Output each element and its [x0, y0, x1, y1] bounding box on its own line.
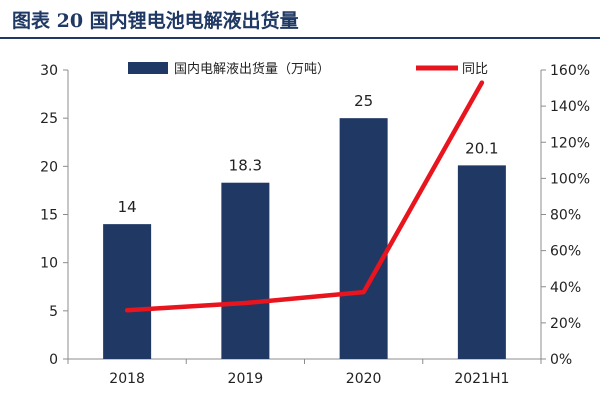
bar-data-label: 20.1 [465, 139, 498, 157]
yoy-point-2021H1 [479, 80, 484, 85]
right-tick-label: 140% [550, 99, 590, 115]
legend-swatch-bar [128, 62, 168, 74]
page-title: 图表 20 国内锂电池电解液出货量 [12, 10, 299, 32]
bar-data-label: 14 [118, 198, 137, 216]
right-tick-label: 0% [550, 352, 572, 368]
left-tick-label: 10 [40, 256, 58, 272]
left-tick-label: 25 [40, 111, 58, 127]
bar-data-label: 18.3 [229, 157, 262, 175]
right-tick-label: 60% [550, 244, 581, 260]
right-tick-label: 20% [550, 316, 581, 332]
right-tick-label: 40% [550, 280, 581, 296]
line-layer [124, 80, 485, 313]
axes-layer: 0 5 10 15 20 25 30 0% 20% 40% 60% 80% 100% 120% 140% 16… [40, 63, 590, 387]
yoy-point-2020 [361, 290, 366, 295]
x-tick-label: 2018 [109, 371, 145, 387]
yoy-point-2018 [125, 308, 130, 313]
yoy-line [124, 80, 485, 313]
left-tick-label: 0 [49, 352, 58, 368]
bar-2020 [339, 118, 388, 360]
left-tick-label: 20 [40, 159, 58, 175]
left-tick-label: 5 [49, 304, 58, 320]
right-tick-label: 120% [550, 135, 590, 151]
right-tick-label: 80% [550, 208, 581, 224]
x-tick-label: 2019 [228, 371, 264, 387]
legend-label-line: 同比 [462, 62, 488, 77]
legend: 国内电解液出货量（万吨） 同比 [128, 61, 488, 77]
right-tick-label: 160% [550, 63, 590, 79]
title-divider [0, 37, 600, 39]
bar-2019 [221, 182, 270, 359]
yoy-point-2019 [243, 301, 248, 306]
bars-layer: 14 18.3 25 20.1 [103, 92, 506, 360]
x-tick-label: 2020 [346, 371, 382, 387]
bar-data-label: 25 [354, 92, 373, 110]
bar-2018 [103, 224, 152, 359]
bar-2021H1 [457, 165, 506, 359]
left-tick-label: 30 [40, 63, 58, 79]
legend-label-bar: 国内电解液出货量（万吨） [174, 61, 330, 77]
left-tick-label: 15 [40, 208, 58, 224]
x-tick-label: 2021H1 [454, 371, 509, 387]
right-tick-label: 100% [550, 171, 590, 187]
